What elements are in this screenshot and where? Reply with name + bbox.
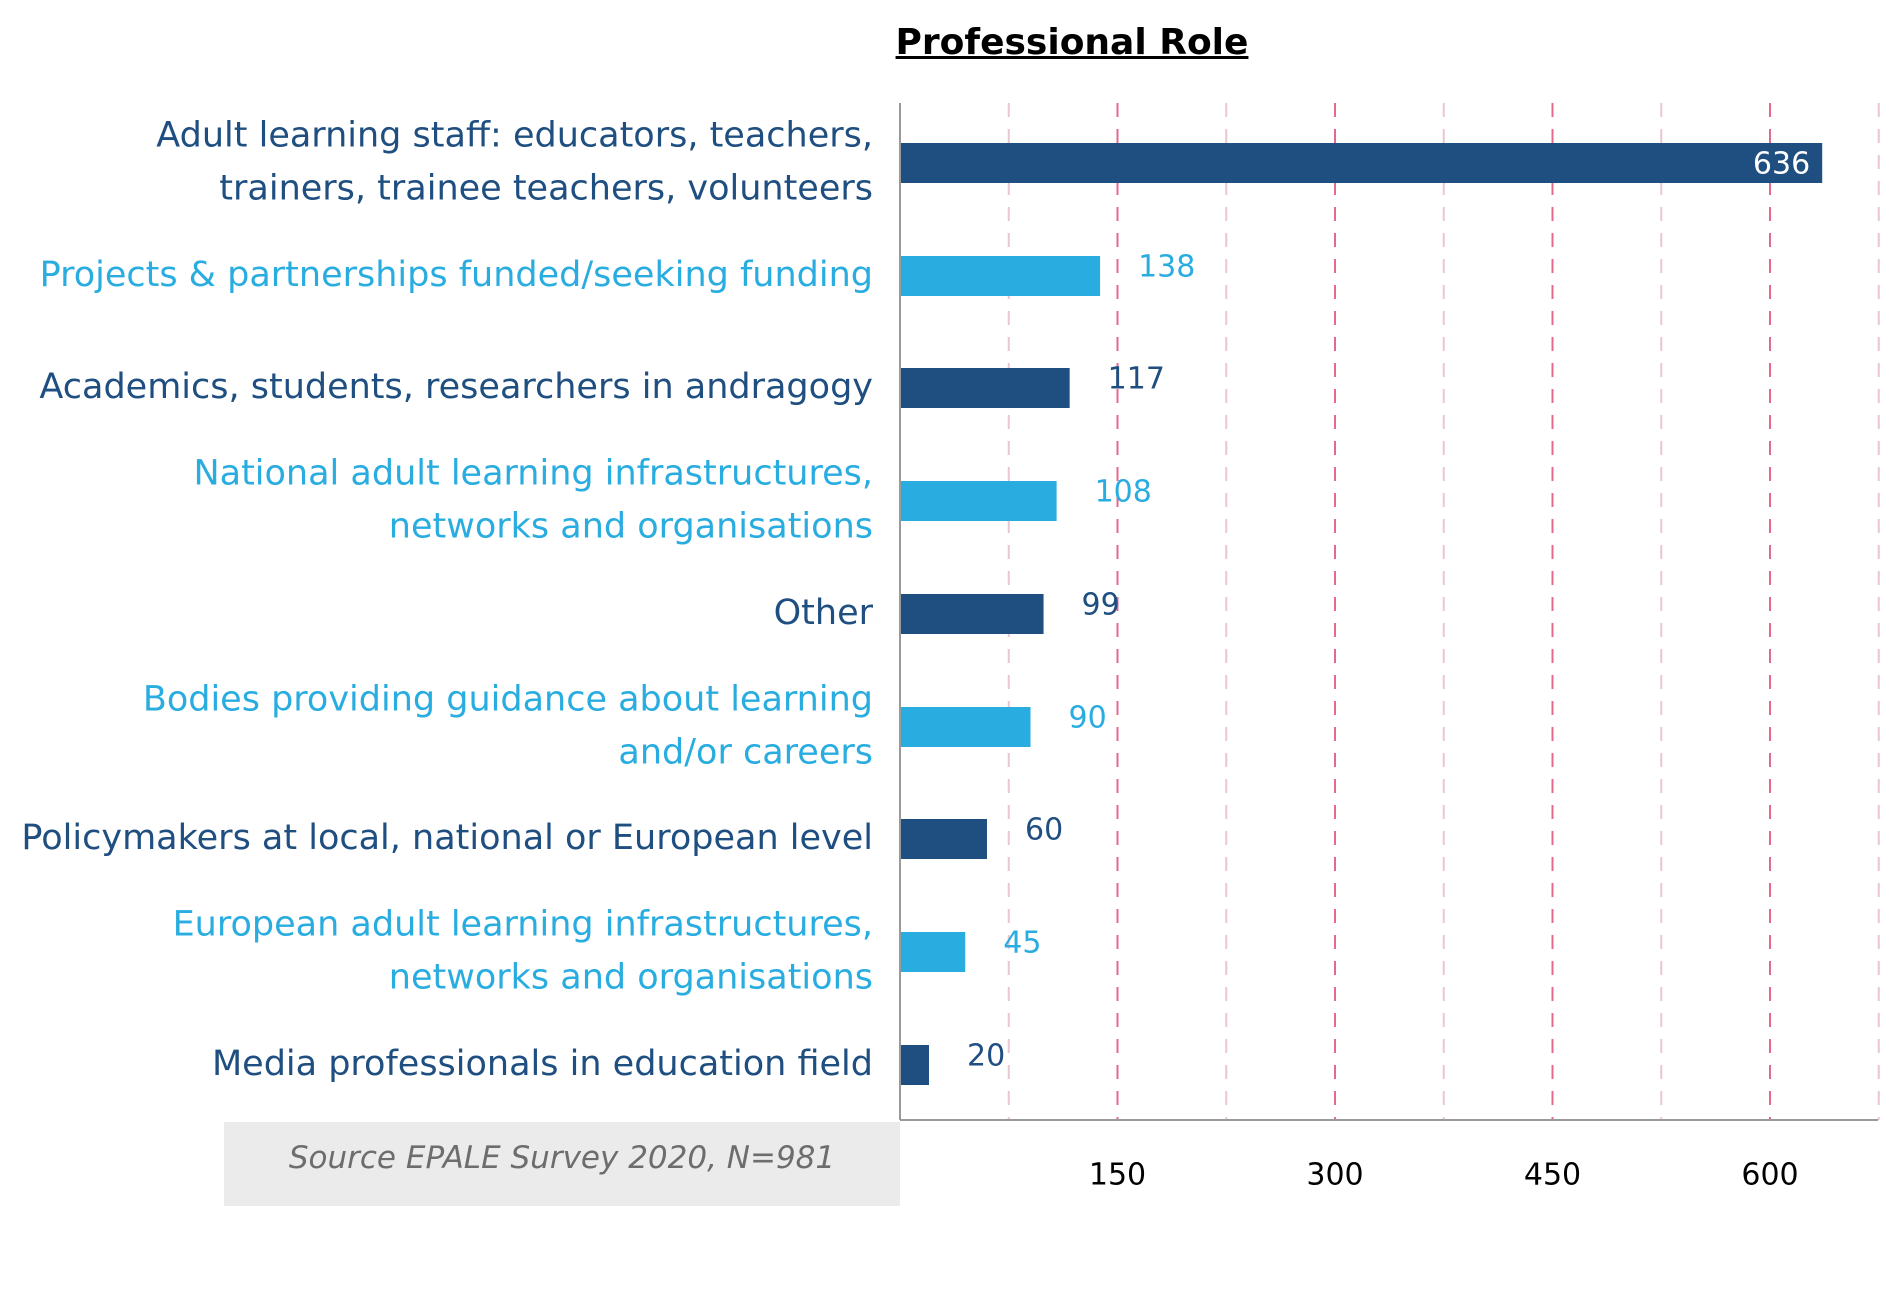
category-label: European adult learning infrastructures, [173,905,873,945]
source-note: Source EPALE Survey 2020, N=981 [288,1140,836,1176]
bar [900,1045,929,1085]
category-label: Media professionals in education field [212,1044,873,1084]
bar [900,819,987,859]
data-label: 60 [1025,813,1063,848]
category-label: Adult learning staff: educators, teacher… [156,116,873,156]
data-label: 45 [1003,926,1041,961]
x-tick-label: 600 [1741,1158,1798,1193]
bar [900,256,1101,296]
category-label: networks and organisations [389,958,873,998]
bar [900,143,1823,183]
data-label: 108 [1095,475,1152,510]
category-label: National adult learning infrastructures, [193,454,873,494]
source-box: Source EPALE Survey 2020, N=981 [224,1122,900,1206]
category-label: and/or careers [618,733,873,773]
x-tick-label: 150 [1089,1158,1146,1193]
category-label: trainers, trainee teachers, volunteers [219,169,873,209]
category-label: Other [774,593,874,633]
bar [900,707,1031,747]
data-label: 20 [967,1039,1005,1074]
category-label: networks and organisations [389,507,873,547]
data-label: 117 [1108,362,1165,397]
category-label: Bodies providing guidance about learning [143,680,873,720]
chart-title: Professional Role [895,22,1249,63]
data-label: 90 [1069,701,1107,736]
data-label: 138 [1138,250,1195,285]
data-label: 636 [1753,147,1810,182]
bar [900,594,1044,634]
x-tick-label: 450 [1524,1158,1581,1193]
category-label: Policymakers at local, national or Europ… [21,818,873,858]
bar [900,932,966,972]
x-tick-label: 300 [1306,1158,1363,1193]
category-label: Academics, students, researchers in andr… [39,367,873,407]
data-label: 99 [1082,588,1120,623]
category-label: Projects & partnerships funded/seeking f… [40,255,873,295]
bar [900,481,1057,521]
bar [900,368,1070,408]
